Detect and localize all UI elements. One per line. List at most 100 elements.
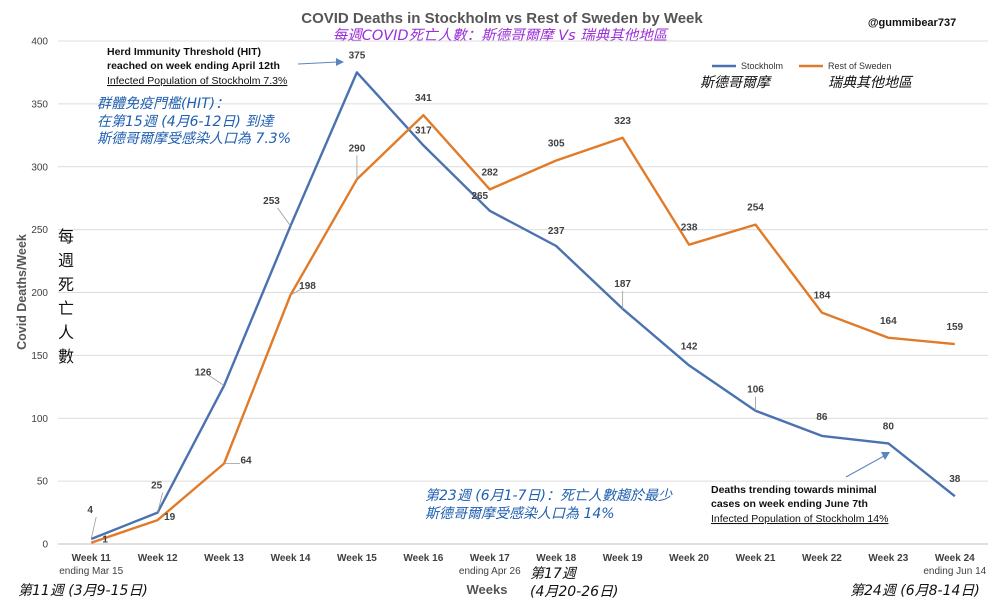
data-label: 1 [102,535,108,546]
annotation-trend-arrowhead [881,452,890,460]
y-axis-label-zh-char: 亡 [58,299,74,318]
data-label: 86 [816,412,828,423]
annotation-trend: Deaths trending towards minimal cases on… [425,452,890,525]
annotation-trend-line1: Deaths trending towards minimal [711,484,877,496]
data-label-leader [277,207,291,227]
data-label: 106 [747,385,764,396]
week17-zh-label-line1: 第17週 [530,566,578,582]
x-tick-label: Week 20 [669,553,709,564]
y-tick-label: 200 [31,288,48,299]
data-label-leader [157,492,164,513]
x-tick-label: Week 18 [536,553,576,564]
x-tick-label: Week 15 [337,553,377,564]
data-label: 64 [241,456,253,467]
data-label: 341 [415,93,432,104]
annotation-trend-zh-line2: 斯德哥爾摩受感染人口為 14% [425,506,615,522]
data-label: 80 [883,421,895,432]
data-label: 305 [548,138,565,149]
data-label: 38 [949,474,961,485]
x-tick-label: Week 11 [72,553,112,564]
data-label: 265 [471,191,488,202]
annotation-hit-zh-line2: 在第15週 (4月6-12日) 到達 [97,114,275,130]
data-label: 317 [415,125,432,136]
x-tick-sublabel: ending Mar 15 [59,566,123,577]
handle: @gummibear737 [868,17,956,29]
x-tick-sublabel: ending Jun 14 [923,566,986,577]
x-axis-ticks: Week 11 ending Mar 15 Week 12 Week 13 Week 1… [59,553,986,577]
series-layer [90,71,956,544]
y-tick-label: 100 [31,414,48,425]
annotation-trend-arrow [845,455,885,478]
series-line-rest-of-sweden [90,113,955,544]
x-tick-label: Week 24 [935,553,975,564]
annotation-hit-arrowhead [336,58,344,66]
data-label: 198 [299,281,316,292]
annotation-trend-zh-line1: 第23週 (6月1-7日)：死亡人數趨於最少 [425,488,673,504]
x-tick-label: Week 23 [868,553,908,564]
annotation-hit-line3: Infected Population of Stockholm 7.3% [107,75,287,87]
y-tick-label: 150 [31,351,48,362]
y-tick-label: 250 [31,225,48,236]
y-axis-label-zh-char: 死 [58,275,74,294]
y-tick-label: 0 [42,540,48,551]
y-axis-ticks: 0 50 100 150 200 250 300 350 400 [31,37,48,551]
week24-zh-label: 第24週 (6月8-14日) [850,583,980,599]
data-label: 282 [481,167,498,178]
annotation-hit: Herd Immunity Threshold (HIT) reached on… [97,46,344,147]
chart-title: COVID Deaths in Stockholm vs Rest of Swe… [301,10,703,27]
data-label: 375 [349,50,366,61]
x-tick-label: Week 19 [603,553,643,564]
y-axis-label-zh-char: 每 [58,227,74,246]
data-label-leader [290,288,302,296]
data-label: 187 [614,279,631,290]
annotation-hit-zh-line1: 群體免疫門檻(HIT)： [97,96,229,112]
annotation-trend-line3: Infected Population of Stockholm 14% [711,513,888,525]
y-tick-label: 350 [31,99,48,110]
series-line-stockholm [90,71,956,541]
data-label: 164 [880,316,897,327]
annotation-trend-line2: cases on week ending June 7th [711,498,868,510]
y-axis-label-zh-char: 週 [58,251,74,270]
data-label-leader [90,516,97,540]
x-tick-label: Week 14 [271,553,311,564]
data-label: 126 [195,368,212,379]
chart-subtitle-zh: 每週COVID死亡人數：斯德哥爾摩 Vs 瑞典其他地區 [333,27,669,44]
annotation-hit-line1: Herd Immunity Threshold (HIT) [107,46,261,58]
data-label: 254 [747,203,764,214]
data-label: 19 [164,512,176,523]
x-tick-sublabel: ending Apr 26 [459,566,521,577]
legend-label-stockholm-zh: 斯德哥爾摩 [700,75,772,91]
data-label: 159 [946,322,963,333]
data-label: 253 [263,196,280,207]
gridlines [58,40,988,545]
y-tick-label: 300 [31,162,48,173]
data-label: 184 [814,291,831,302]
data-label: 238 [681,223,698,234]
data-label: 142 [681,341,698,352]
annotation-hit-arrow [297,61,339,65]
data-label: 237 [548,226,565,237]
legend-label-stockholm: Stockholm [741,61,783,71]
x-tick-label: Week 22 [802,553,842,564]
week17-zh-label-line2: (4月20-26日) [530,584,619,600]
x-axis-label: Weeks [467,582,508,597]
data-labels: 4 25 126 253 375 317 265 237 187 142 106 86 80 38 1 19 6… [87,50,963,545]
legend: Stockholm Rest of Sweden 斯德哥爾摩 瑞典其他地區 [700,61,914,91]
x-tick-label: Week 21 [736,553,776,564]
data-label: 323 [614,116,631,127]
legend-label-rest-zh: 瑞典其他地區 [828,75,914,91]
data-label: 290 [349,143,366,154]
x-tick-label: Week 12 [138,553,178,564]
data-label-leader [208,375,225,386]
y-tick-label: 50 [37,477,49,488]
annotation-hit-line2: reached on week ending April 12th [107,60,280,72]
legend-label-rest: Rest of Sweden [828,61,892,71]
y-axis-label-zh-char: 人 [58,323,74,342]
annotation-hit-zh-line3: 斯德哥爾摩受感染人口為 7.3% [97,131,291,147]
data-label: 25 [151,481,163,492]
data-label: 4 [87,505,93,516]
x-tick-label: Week 17 [470,553,510,564]
y-tick-label: 400 [31,37,48,48]
